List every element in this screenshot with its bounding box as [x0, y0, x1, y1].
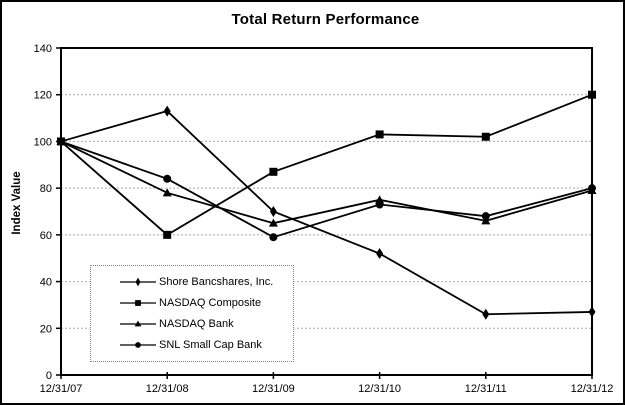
- triangle-marker: [268, 218, 278, 227]
- diamond-marker: [269, 206, 277, 217]
- diamond-legend-symbol-icon: [120, 277, 156, 287]
- x-tick-label: 12/31/07: [40, 383, 83, 395]
- plot-border: [60, 47, 593, 376]
- square-marker: [135, 300, 141, 307]
- circle-legend-symbol-icon: [120, 341, 156, 348]
- y-tick-label: 0: [46, 370, 52, 382]
- triangle-marker: [481, 216, 491, 225]
- y-tick-label: 40: [40, 277, 52, 289]
- diamond-marker: [588, 306, 596, 318]
- chart-title: Total Return Performance: [231, 11, 420, 28]
- series-line-1: [60, 93, 593, 236]
- square-marker: [588, 90, 596, 99]
- circle-marker: [481, 212, 490, 221]
- circle-marker: [375, 200, 384, 209]
- diamond-marker: [376, 248, 384, 260]
- legend-item: SNL Small Cap Bank: [120, 339, 289, 351]
- series-line-3: [60, 140, 593, 239]
- y-tick-label: 120: [34, 90, 52, 102]
- legend-label: SNL Small Cap Bank: [159, 338, 262, 351]
- legend-label: Shore Bancshares, Inc.: [159, 276, 274, 289]
- x-tick-label: 12/31/10: [358, 383, 401, 395]
- circle-marker: [269, 233, 278, 242]
- x-tick-label: 12/31/09: [252, 383, 295, 395]
- square-legend-symbol-icon: [120, 300, 156, 307]
- square-marker: [481, 132, 490, 141]
- y-tick-label: 20: [40, 323, 52, 335]
- triangle-marker: [162, 188, 172, 197]
- circle-marker: [588, 184, 596, 193]
- legend-item: NASDAQ Composite: [120, 297, 289, 309]
- circle-marker: [135, 341, 141, 348]
- diamond-marker: [163, 105, 171, 117]
- triangle-marker: [134, 320, 142, 327]
- square-marker: [375, 130, 384, 139]
- circle-marker: [57, 137, 65, 146]
- y-tick-label: 60: [40, 230, 52, 242]
- circle-marker: [163, 174, 172, 183]
- legend-label: NASDAQ Bank: [159, 317, 234, 330]
- legend-label: NASDAQ Composite: [159, 297, 262, 310]
- x-tick-label: 12/31/08: [146, 383, 189, 395]
- y-tick-label: 80: [40, 183, 52, 195]
- square-marker: [163, 230, 172, 239]
- y-axis-label: Index Value: [11, 171, 23, 235]
- diamond-marker: [135, 277, 141, 287]
- x-tick-label: 12/31/12: [571, 383, 614, 395]
- series-line-2: [60, 140, 593, 225]
- y-tick-label: 100: [34, 136, 52, 148]
- legend-item: Shore Bancshares, Inc.: [120, 276, 289, 288]
- x-tick-label: 12/31/11: [465, 383, 507, 395]
- legend-item: NASDAQ Bank: [120, 318, 289, 330]
- y-tick-label: 140: [34, 43, 52, 55]
- triangle-legend-symbol-icon: [120, 320, 156, 327]
- legend: Shore Bancshares, Inc. NASDAQ Composite NA…: [90, 265, 294, 362]
- diamond-marker: [482, 308, 490, 320]
- series-line-0: [60, 110, 593, 316]
- square-marker: [269, 167, 278, 176]
